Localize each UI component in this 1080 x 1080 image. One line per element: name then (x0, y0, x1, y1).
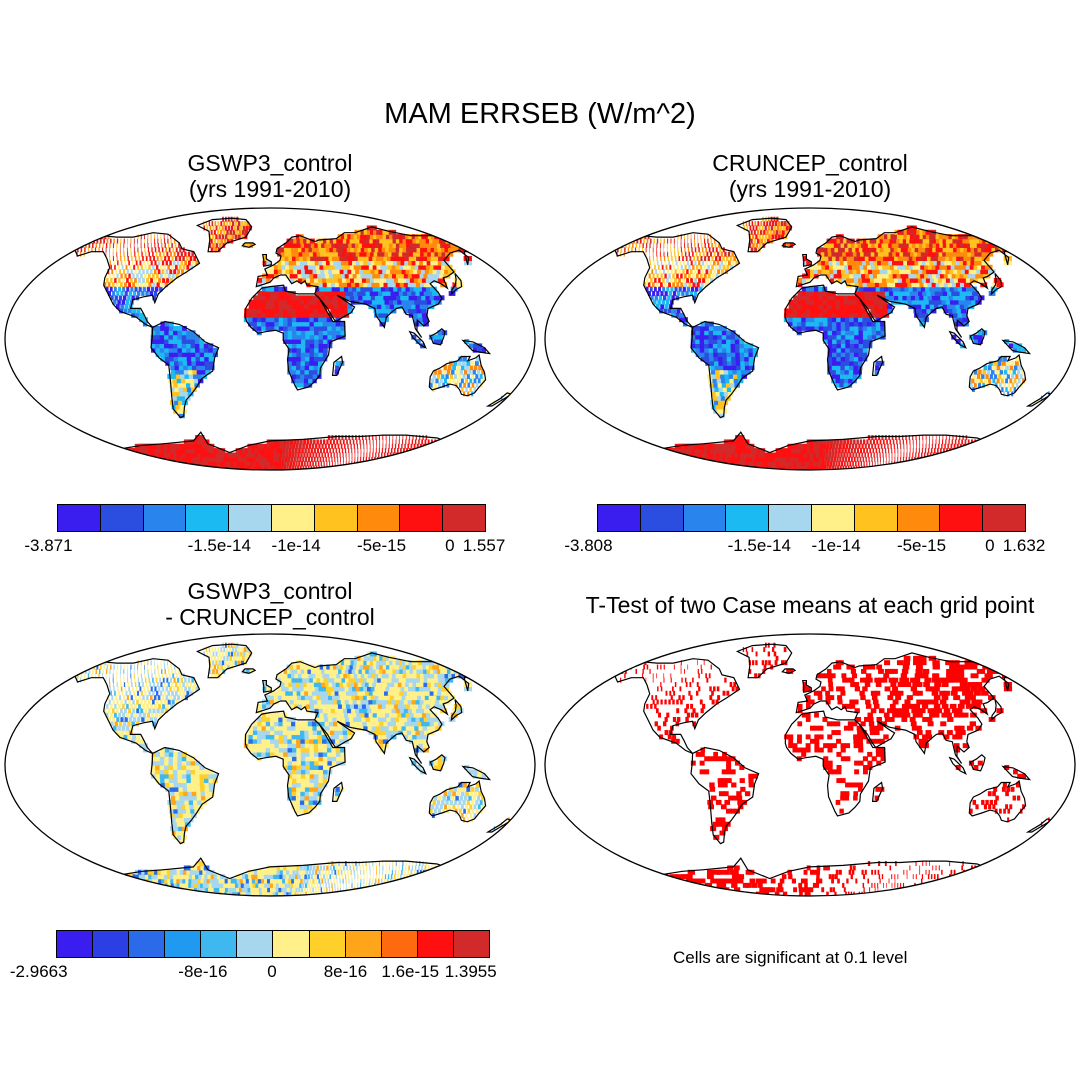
colorbar-tick-label: -5e-15 (356, 536, 407, 555)
colorbar-swatch (598, 505, 641, 531)
colorbar-tick-label: 8e-16 (323, 962, 368, 981)
colorbar-gswp3-labels: -3.871 -1.5e-14 -1e-14 -5e-15 0 1.557 (24, 536, 505, 556)
colorbar-swatch (381, 931, 418, 957)
colorbar-tick-label: -1e-14 (811, 536, 861, 555)
map-grid-cells (611, 642, 1050, 896)
colorbar-swatch (186, 505, 230, 531)
colorbar-swatch (811, 505, 855, 531)
colorbar-tick-label: -1.5e-14 (187, 536, 251, 555)
colorbar-swatch (309, 931, 346, 957)
panel-title-cruncep-line1: CRUNCEP_control (712, 150, 908, 176)
colorbar-swatch (58, 505, 101, 531)
map-border (4, 633, 536, 897)
colorbar-swatch (273, 931, 310, 957)
panel-title-diff-line2: - CRUNCEP_control (165, 604, 375, 630)
colorbar-swatch (453, 931, 489, 957)
colorbar-tick-label: -2.9663 (9, 962, 68, 981)
map-cruncep (544, 207, 1076, 471)
figure-title: MAM ERRSEB (W/m^2) (384, 98, 696, 130)
map-grid-cells (611, 216, 1050, 470)
colorbar-swatch (237, 931, 274, 957)
colorbar-swatch (129, 931, 166, 957)
colorbar-swatch (201, 931, 238, 957)
colorbar-tick-label: 1.557 (462, 536, 506, 555)
colorbar-swatch (357, 505, 401, 531)
colorbar-swatch (93, 931, 130, 957)
colorbar-swatch (345, 931, 382, 957)
colorbar-cruncep (597, 504, 1026, 532)
colorbar-tick-label: 0 (985, 536, 995, 555)
panel-title-cruncep-line2: (yrs 1991-2010) (728, 176, 892, 202)
colorbar-cruncep-labels: -3.808 -1.5e-14 -1e-14 -5e-15 0 1.632 (564, 536, 1045, 556)
panel-title-diff: GSWP3_control - CRUNCEP_control (120, 578, 420, 630)
coastlines (72, 643, 514, 896)
colorbar-swatch (983, 505, 1025, 531)
map-border (544, 207, 1076, 471)
colorbar-swatch (57, 931, 94, 957)
colorbar-swatch (683, 505, 727, 531)
significance-note: Cells are significant at 0.1 level (673, 948, 908, 967)
colorbar-tick-label: 1.632 (1002, 536, 1046, 555)
panel-title-gswp3-line1: GSWP3_control (187, 150, 353, 176)
colorbar-tick-label: 1.3955 (444, 962, 497, 981)
panel-title-diff-line1: GSWP3_control (187, 578, 353, 604)
map-grid-cells (71, 642, 510, 896)
colorbar-difference-labels: -2.9663 -8e-16 0 8e-16 1.6e-15 1.3955 (10, 962, 497, 982)
panel-title-ttest: T-Test of two Case means at each grid po… (585, 592, 1035, 618)
colorbar-swatch (726, 505, 770, 531)
colorbar-difference (56, 930, 490, 958)
panel-title-gswp3: GSWP3_control (yrs 1991-2010) (120, 150, 420, 202)
map-difference (4, 633, 536, 897)
colorbar-swatch (940, 505, 984, 531)
colorbar-tick-label: 0 (267, 962, 277, 981)
colorbar-gswp3 (57, 504, 486, 532)
colorbar-swatch (229, 505, 272, 531)
colorbar-tick-label: -3.808 (564, 536, 613, 555)
colorbar-swatch (100, 505, 144, 531)
colorbar-swatch (854, 505, 898, 531)
colorbar-swatch (640, 505, 684, 531)
colorbar-tick-label: -1e-14 (271, 536, 321, 555)
colorbar-tick-label: 0 (445, 536, 455, 555)
panel-title-gswp3-line2: (yrs 1991-2010) (188, 176, 352, 202)
panel-title-cruncep: CRUNCEP_control (yrs 1991-2010) (660, 150, 960, 202)
map-gswp3 (4, 207, 536, 471)
colorbar-swatch (143, 505, 187, 531)
map-border (544, 633, 1076, 897)
colorbar-swatch (769, 505, 812, 531)
colorbar-swatch (271, 505, 315, 531)
colorbar-swatch (417, 931, 454, 957)
colorbar-tick-label: -5e-15 (896, 536, 947, 555)
map-grid-cells (71, 216, 510, 470)
colorbar-tick-label: -8e-16 (178, 962, 228, 981)
colorbar-swatch (443, 505, 485, 531)
colorbar-swatch (314, 505, 358, 531)
map-border (4, 207, 536, 471)
colorbar-swatch (897, 505, 941, 531)
colorbar-swatch (400, 505, 444, 531)
colorbar-swatch (165, 931, 202, 957)
colorbar-tick-label: -3.871 (24, 536, 73, 555)
colorbar-tick-label: 1.6e-15 (381, 962, 440, 981)
map-ttest (544, 633, 1076, 897)
colorbar-tick-label: -1.5e-14 (727, 536, 791, 555)
